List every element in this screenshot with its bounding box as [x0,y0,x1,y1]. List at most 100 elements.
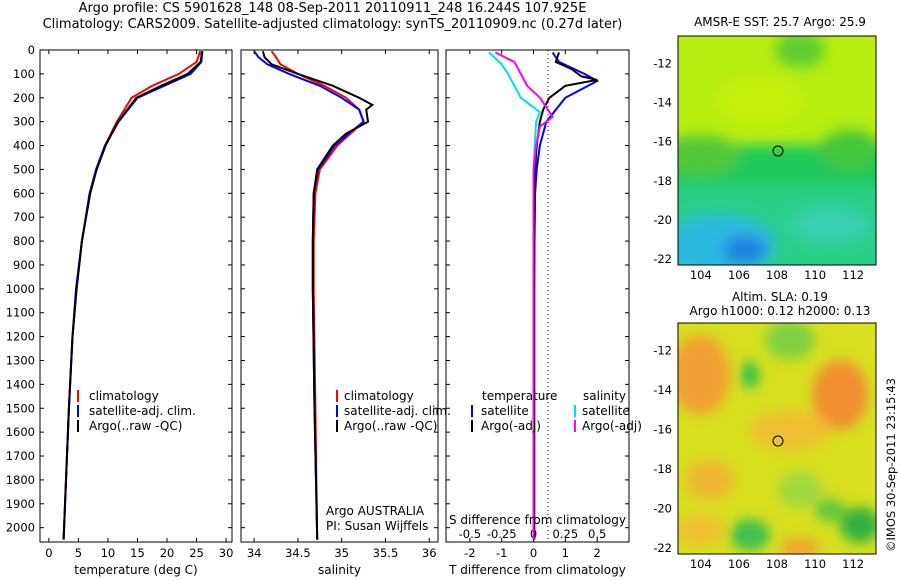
depth-tick-label: 1900 [6,497,35,511]
sla-map [678,323,876,554]
map-lat-tick-label: -22 [653,541,672,555]
legend-t-satellite: satellite [481,404,529,418]
depth-tick-label: 600 [13,186,35,200]
map-lon-tick-label: 106 [728,268,750,282]
depth-tick-label: 1800 [6,473,35,487]
sst-map [678,36,876,265]
legend-satellite-2: satellite-adj. clim. [344,404,451,418]
legend-satellite-1: satellite-adj. clim. [89,404,196,418]
depth-tick-label: 800 [13,234,35,248]
map-lon-tick-label: 112 [842,268,864,282]
depth-tick-label: 1000 [6,282,35,296]
salinity-axis-label: salinity [317,563,362,577]
legend-climatology-2: climatology [344,389,414,403]
depth-tick-label: 200 [13,91,35,105]
data-centre-label: Argo AUSTRALIA [326,504,425,518]
difference-x-tick-label: 2 [594,546,601,560]
depth-tick-label: 100 [13,67,35,81]
depth-tick-label: 0 [28,43,35,57]
difference-panel [445,49,630,543]
map-lon-tick-label: 110 [804,557,826,571]
map-lon-tick-label: 104 [690,557,712,571]
map-lon-tick-label: 106 [728,557,750,571]
depth-tick-label: 1700 [6,449,35,463]
salinity-panel [240,49,439,543]
s-diff-tick-label: 0.5 [588,527,606,541]
series-line-t-satellite [533,51,600,540]
sla-map-title-2: Argo h1000: 0.12 h2000: 0.13 [689,304,871,318]
map-lat-tick-label: -12 [653,56,672,70]
depth-tick-label: 700 [13,210,35,224]
difference-x-tick-label: -2 [464,546,475,560]
series-line-climatology [270,50,365,540]
map-lat-tick-label: -16 [653,423,672,437]
sst-map-title: AMSR-E SST: 25.7 Argo: 25.9 [694,15,866,29]
depth-tick-label: 1600 [6,425,35,439]
series-line-climatology [62,50,202,540]
temperature-x-tick-label: 25 [189,546,204,560]
legend-s-satellite: satellite [582,404,630,418]
temperature-axis-label: temperature (deg C) [74,563,198,577]
title-line-1: Argo profile: CS 5901628_148 08-Sep-2011… [78,1,587,16]
map-lat-tick-label: -12 [653,344,672,358]
difference-x-tick-label: 0 [530,546,537,560]
series-line-argo-raw-qc- [62,51,203,540]
depth-tick-label: 2000 [6,521,35,535]
pi-label: PI: Susan Wijffels [326,519,429,533]
series-line-s-argo-adj- [494,51,554,540]
map-lon-tick-label: 112 [842,557,864,571]
temperature-x-tick-label: 15 [130,546,145,560]
legend-s-argo: Argo(-adj) [582,419,642,433]
difference-x-tick-label: 1 [562,546,569,560]
map-lon-tick-label: 108 [766,268,788,282]
salinity-x-tick-label: 35 [334,546,349,560]
argo-position-marker-sst [772,145,784,157]
salinity-x-tick-label: 35.5 [373,546,399,560]
imos-credit: ©IMOS 30-Sep-2011 23:15:43 [884,378,898,552]
depth-tick-label: 1400 [6,377,35,391]
map-lat-tick-label: -14 [653,96,672,110]
series-line-t-argo-adj- [533,52,598,540]
salinity-x-tick-label: 36 [422,546,437,560]
legend-salinity-title: salinity [583,389,627,403]
legend-climatology-1: climatology [89,389,159,403]
map-lon-tick-label: 108 [766,557,788,571]
s-diff-tick-label: 0.25 [553,527,579,541]
salinity-x-tick-label: 34 [247,546,262,560]
map-lat-tick-label: -22 [653,252,672,266]
depth-tick-label: 400 [13,139,35,153]
temperature-panel [39,49,233,543]
temperature-x-tick-label: 5 [75,546,82,560]
temperature-x-tick-label: 10 [101,546,116,560]
series-line-satellite-adj-clim- [253,50,365,540]
title-line-2: Climatology: CARS2009. Satellite-adjuste… [42,17,623,32]
series-line-s-satellite [488,51,542,540]
map-lat-tick-label: -18 [653,174,672,188]
map-lat-tick-label: -14 [653,383,672,397]
depth-tick-label: 1500 [6,401,35,415]
temperature-x-tick-label: 0 [45,546,52,560]
difference-x-tick-label: -1 [496,546,507,560]
s-diff-tick-label: -0.5 [459,527,481,541]
map-lon-tick-label: 104 [690,268,712,282]
depth-tick-label: 900 [13,258,35,272]
legend-argo-1: Argo(..raw -QC) [89,419,183,433]
depth-tick-label: 1200 [6,330,35,344]
series-line-satellite-adj-clim- [62,51,204,540]
argo-position-marker-sla [772,435,784,447]
map-lat-tick-label: -20 [653,213,672,227]
salinity-x-tick-label: 34.5 [285,546,311,560]
temperature-x-tick-label: 20 [160,546,175,560]
legend-t-argo: Argo(-adj) [481,419,541,433]
map-lat-tick-label: -16 [653,135,672,149]
s-diff-tick-label: -0.25 [487,527,517,541]
depth-tick-label: 300 [13,115,35,129]
legend-argo-2: Argo(..raw -QC) [344,419,438,433]
map-lat-tick-label: -20 [653,502,672,516]
series-line-argo-raw-qc- [261,50,375,540]
legend-temperature-title: temperature [482,389,558,403]
depth-tick-label: 500 [13,162,35,176]
map-lon-tick-label: 110 [804,268,826,282]
temperature-x-tick-label: 30 [219,546,234,560]
